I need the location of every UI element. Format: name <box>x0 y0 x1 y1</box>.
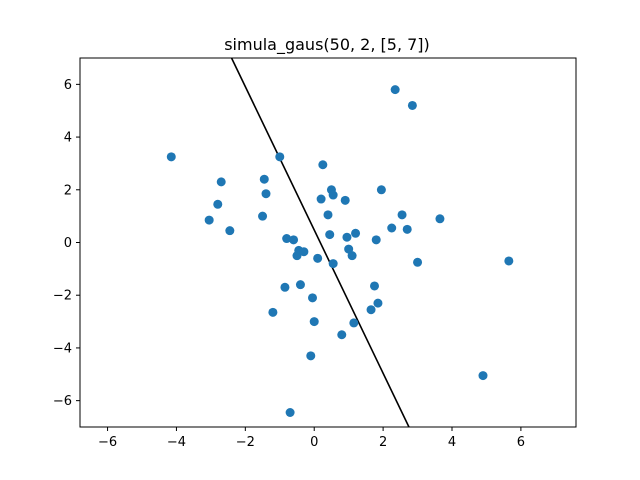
data-point-33 <box>347 251 357 261</box>
data-point-30 <box>340 195 350 205</box>
y-axis: −6 −4 −2 0 2 4 6 <box>53 78 80 409</box>
x-tick-label: 4 <box>448 435 456 450</box>
data-point-0 <box>166 152 176 162</box>
data-point-43 <box>397 210 407 220</box>
data-point-27 <box>328 190 338 200</box>
data-point-32 <box>344 244 354 254</box>
data-point-5 <box>258 211 268 221</box>
x-tick-label: −2 <box>236 435 255 450</box>
data-point-29 <box>337 330 347 340</box>
x-tick-label: 6 <box>517 435 525 450</box>
data-point-17 <box>299 247 309 257</box>
data-point-10 <box>282 234 292 244</box>
data-point-1 <box>204 215 214 225</box>
data-point-2 <box>213 199 223 209</box>
x-axis: −6 −4 −2 0 2 4 6 <box>98 427 525 450</box>
data-point-37 <box>370 281 379 291</box>
data-point-22 <box>316 194 326 204</box>
data-point-41 <box>387 223 397 233</box>
data-point-35 <box>351 228 361 238</box>
data-point-12 <box>285 408 295 418</box>
data-point-40 <box>376 185 386 195</box>
data-point-6 <box>259 174 269 184</box>
data-point-46 <box>413 257 423 267</box>
data-point-39 <box>373 298 383 308</box>
data-point-16 <box>295 280 305 290</box>
data-point-44 <box>402 224 412 234</box>
data-point-34 <box>349 318 359 328</box>
data-point-25 <box>325 230 335 240</box>
y-tick-label: −6 <box>53 394 72 409</box>
data-point-9 <box>275 152 285 162</box>
data-point-45 <box>407 100 417 110</box>
y-tick-label: 6 <box>64 78 72 93</box>
data-point-36 <box>366 305 376 315</box>
y-tick-label: −2 <box>53 289 72 304</box>
data-point-24 <box>323 210 333 220</box>
data-point-23 <box>318 160 328 170</box>
data-point-38 <box>371 235 381 245</box>
x-tick-label: −6 <box>98 435 117 450</box>
data-point-49 <box>504 256 514 266</box>
chart-title: simula_gaus(50, 2, [5, 7]) <box>224 35 430 55</box>
data-point-19 <box>306 351 316 361</box>
data-point-28 <box>328 259 338 269</box>
x-tick-label: 0 <box>310 435 318 450</box>
data-point-42 <box>390 85 400 95</box>
x-tick-label: 2 <box>379 435 387 450</box>
data-point-31 <box>342 232 352 242</box>
line-layer <box>230 58 410 427</box>
separating-line <box>230 58 410 427</box>
points-layer <box>166 85 514 418</box>
y-tick-label: −4 <box>53 341 72 356</box>
y-tick-label: 4 <box>64 131 72 146</box>
data-point-48 <box>478 371 488 381</box>
data-point-4 <box>225 226 235 236</box>
y-tick-label: 2 <box>64 183 72 198</box>
data-point-8 <box>268 307 278 317</box>
data-point-21 <box>313 253 323 263</box>
data-point-47 <box>435 214 445 224</box>
data-point-3 <box>216 177 226 187</box>
x-tick-label: −4 <box>167 435 186 450</box>
data-point-20 <box>309 317 319 327</box>
y-tick-label: 0 <box>64 236 72 251</box>
data-point-11 <box>280 282 290 292</box>
data-point-7 <box>261 189 271 199</box>
data-point-13 <box>289 235 299 245</box>
data-point-18 <box>308 293 317 303</box>
